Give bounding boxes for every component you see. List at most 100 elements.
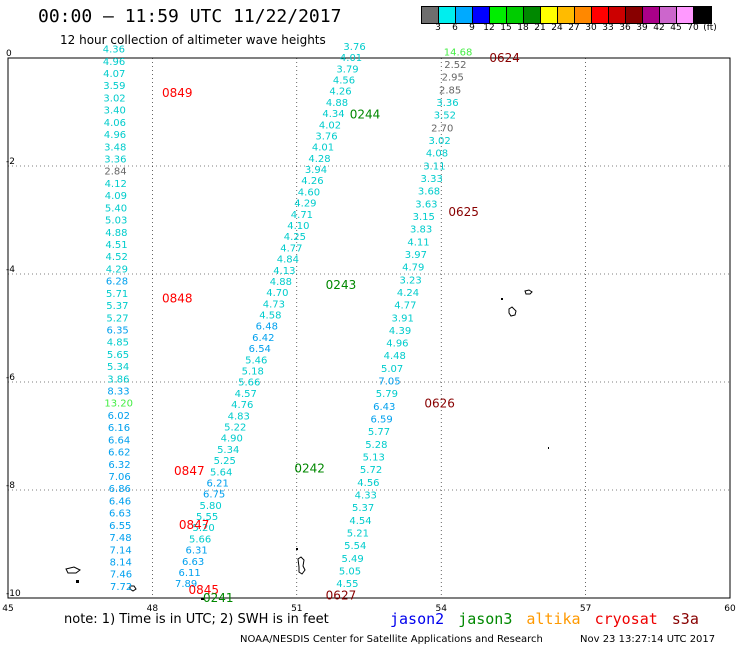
map-grid: 45 48 51 54 57 60 0 -2 -4 -6 -8 -10 <box>2 49 736 614</box>
wave-height-value: 6.54 <box>249 344 271 355</box>
color-scale-cell <box>626 7 643 23</box>
color-scale-label: 27 <box>568 23 580 33</box>
wave-height-value: 4.12 <box>105 179 127 190</box>
color-scale-label: 6 <box>452 23 458 33</box>
wave-height-value: 3.68 <box>418 187 440 198</box>
wave-height-value: 4.71 <box>291 210 313 221</box>
wave-height-value: 6.42 <box>252 333 274 344</box>
wave-height-value: 6.02 <box>108 411 130 422</box>
wave-height-value: 3.02 <box>103 93 125 104</box>
wave-height-value: 2.85 <box>439 85 461 96</box>
island-shape <box>129 585 137 592</box>
wave-height-value: 6.63 <box>182 557 204 568</box>
pass-time-label: 0626 <box>424 397 455 411</box>
wave-height-value: 4.58 <box>259 311 281 322</box>
satellite-legend: jason2 jason3 altika cryosat s3a <box>390 610 713 628</box>
wave-height-value: 2.95 <box>442 73 464 84</box>
lon-tick-label: 48 <box>147 604 159 614</box>
wave-height-value: 4.25 <box>284 232 306 243</box>
wave-height-value: 2.52 <box>444 60 466 71</box>
wave-height-value: 5.27 <box>106 313 128 324</box>
wave-height-value: 4.56 <box>357 478 379 489</box>
wave-height-value: 4.36 <box>103 45 125 56</box>
pass-time-label: 0624 <box>489 51 520 65</box>
island-shape <box>297 556 306 575</box>
wave-height-value: 3.15 <box>413 212 435 223</box>
lon-tick-label: 60 <box>724 604 736 614</box>
lon-tick-label: 45 <box>2 604 13 614</box>
generated-timestamp: Nov 23 13:27:14 UTC 2017 <box>580 634 716 645</box>
wave-height-value: 5.49 <box>341 554 363 565</box>
wave-height-value: 4.96 <box>103 57 125 68</box>
track-0624-0627: 14.682.522.952.853.363.522.703.024.083.1… <box>336 47 472 590</box>
pass-time-label: 0241 <box>203 591 234 605</box>
wave-height-value: 5.25 <box>214 456 236 467</box>
lat-tick-label: -8 <box>6 481 15 491</box>
pass-time-label: 0847 <box>179 518 210 532</box>
track-0244-0241: 3.764.013.794.564.264.884.344.023.764.01… <box>175 42 366 590</box>
wave-height-value: 3.52 <box>434 111 456 122</box>
wave-height-value: 4.88 <box>105 228 127 239</box>
wave-height-value: 4.96 <box>386 339 408 350</box>
wave-height-value: 4.73 <box>263 299 285 310</box>
wave-height-value: 6.11 <box>178 568 200 579</box>
wave-height-value: 3.79 <box>336 64 358 75</box>
wave-height-value: 5.79 <box>376 389 398 400</box>
wave-height-value: 3.36 <box>436 98 458 109</box>
wave-height-value: 3.97 <box>405 250 427 261</box>
wave-height-value: 7.46 <box>110 570 132 581</box>
wave-height-value: 6.46 <box>109 496 131 507</box>
wave-height-value: 5.20 <box>193 523 215 534</box>
island-shape <box>501 298 503 300</box>
wave-height-value: 4.57 <box>235 389 257 400</box>
pass-time-label: 0627 <box>326 588 357 602</box>
color-scale-cell <box>575 7 592 23</box>
pass-time-labels: 0849 0848 0847 0847 0845 0244 0243 0242 0241 0624… <box>162 51 520 605</box>
pass-time-label: 0848 <box>162 291 193 305</box>
wave-height-value: 4.06 <box>104 118 126 129</box>
color-scale-cell <box>507 7 524 23</box>
color-scale-cell <box>660 7 677 23</box>
color-scale-cell <box>439 7 456 23</box>
wave-height-value: 6.21 <box>207 478 229 489</box>
wave-height-value: 4.60 <box>298 187 320 198</box>
wave-height-value: 4.55 <box>336 579 358 590</box>
lon-tick-label: 51 <box>291 604 302 614</box>
wave-height-value: 4.39 <box>389 326 411 337</box>
wave-height-value: 4.83 <box>228 411 250 422</box>
wave-height-value: 3.23 <box>399 275 421 286</box>
wave-height-value: 4.88 <box>270 277 292 288</box>
wave-height-value: 4.56 <box>333 75 355 86</box>
wave-height-value: 5.72 <box>360 465 382 476</box>
wave-height-value: 3.33 <box>421 174 443 185</box>
wave-height-value: 6.48 <box>256 322 278 333</box>
wave-height-value: 5.34 <box>217 445 239 456</box>
color-scale-label: 39 <box>636 23 648 33</box>
wave-height-value: 4.13 <box>273 266 295 277</box>
wave-height-value: 4.77 <box>280 243 302 254</box>
track-0849-0845: 4.364.964.073.593.023.404.064.963.483.36… <box>103 45 133 593</box>
wave-height-value: 4.70 <box>266 288 288 299</box>
wave-height-value: 4.34 <box>322 109 344 120</box>
wave-height-value: 6.28 <box>106 277 128 288</box>
wave-height-value: 7.48 <box>109 533 131 544</box>
color-scale-cell <box>694 7 711 23</box>
wave-height-value: 4.02 <box>319 120 341 131</box>
page-subtitle: 12 hour collection of altimeter wave hei… <box>60 33 326 47</box>
wave-height-value: 5.37 <box>106 301 128 312</box>
wave-height-value: 4.29 <box>106 264 128 275</box>
lon-tick-label: 54 <box>435 604 447 614</box>
wave-height-value: 5.77 <box>368 427 390 438</box>
wave-height-value: 4.52 <box>106 252 128 263</box>
wave-height-value: 4.90 <box>221 434 243 445</box>
wave-height-value: 5.18 <box>242 367 264 378</box>
wave-height-value: 4.96 <box>104 130 126 141</box>
legend-entry-altika: altika <box>526 610 581 628</box>
wave-height-value: 4.79 <box>402 263 424 274</box>
color-scale-cell <box>422 7 439 23</box>
lat-tick-label: -6 <box>6 373 15 383</box>
wave-height-value: 6.16 <box>108 423 130 434</box>
wave-height-value: 7.05 <box>378 377 400 388</box>
color-scale-label: 30 <box>585 23 597 33</box>
